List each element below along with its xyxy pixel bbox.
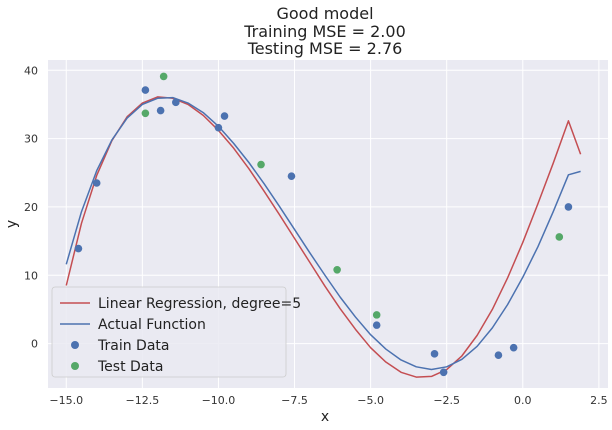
legend-label-test: Test Data <box>97 359 163 375</box>
y-tick-label: 10 <box>24 269 38 282</box>
train-data-point <box>141 86 150 94</box>
x-tick-label: −12.5 <box>125 394 159 407</box>
y-tick-label: 30 <box>24 133 38 146</box>
legend-swatch-test <box>71 362 79 370</box>
x-tick-label: −2.5 <box>433 394 460 407</box>
legend-label-actual: Actual Function <box>98 317 206 333</box>
test-data-point <box>372 311 381 319</box>
train-data-point <box>172 98 180 107</box>
series-layer <box>65 72 582 378</box>
x-tick-label: 0.0 <box>514 394 532 407</box>
train-data-point <box>564 203 573 211</box>
train-data-point <box>372 321 381 329</box>
chart-title-line-1: Good model <box>276 4 373 23</box>
x-tick-label: −5.0 <box>357 394 384 407</box>
chart-title-line-2: Training MSE = 2.00 <box>243 22 406 41</box>
train-data-point <box>214 123 223 132</box>
test-data-point <box>141 109 150 118</box>
y-tick-label: 40 <box>24 64 38 77</box>
train-data-point <box>430 350 439 358</box>
train-data-point <box>92 179 101 187</box>
legend-swatch-train <box>71 341 79 349</box>
train-data-point <box>287 172 296 180</box>
test-data-point <box>257 160 265 169</box>
train-data-point <box>509 343 518 352</box>
regression-line <box>65 96 582 378</box>
legend-label-train: Train Data <box>97 338 169 354</box>
train-data-point <box>156 106 165 115</box>
x-tick-label: 2.5 <box>590 394 608 407</box>
test-data-point <box>159 72 168 81</box>
y-axis-label: y <box>4 220 20 228</box>
legend-box <box>51 286 287 378</box>
test-data-point <box>333 265 341 274</box>
tick-labels: −15.0 −12.5 −10.0 −7.5 −5.0 −2.5 0.0 2.5 0 10 20 30… <box>24 64 608 407</box>
chart-title-line-3: Testing MSE = 2.76 <box>247 39 403 58</box>
legend: Linear Regression, degree=5 Actual Funct… <box>51 286 301 378</box>
x-tick-label: −7.5 <box>281 394 308 407</box>
actual-function-line <box>65 96 581 371</box>
x-tick-label: −10.0 <box>202 394 236 407</box>
y-tick-label: 0 <box>31 338 38 351</box>
y-tick-label: 20 <box>24 201 38 214</box>
train-data-point <box>220 112 229 120</box>
train-data-point <box>494 351 503 360</box>
x-axis-label: x <box>321 409 329 425</box>
legend-label-regression: Linear Regression, degree=5 <box>98 296 301 312</box>
x-tick-label: −15.0 <box>49 394 83 407</box>
train-data-point <box>74 244 83 253</box>
test-data-point <box>555 233 564 241</box>
train-data-point <box>439 368 448 377</box>
